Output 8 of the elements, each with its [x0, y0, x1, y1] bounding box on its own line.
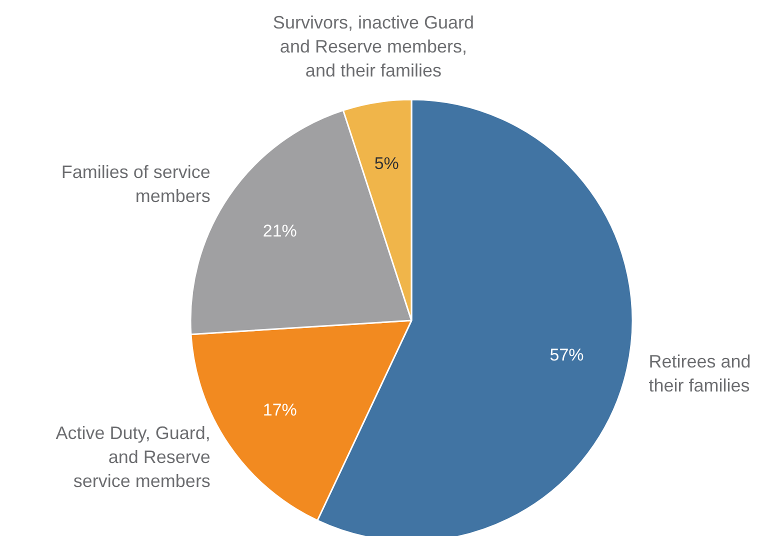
slice-label: Retirees and their families [648, 352, 751, 396]
slice-label: Active Duty, Guard, and Reserve service members [56, 423, 210, 492]
slice-label: Families of service members [61, 162, 210, 206]
slice-label: Survivors, inactive Guard and Reserve members, and their families [272, 12, 474, 80]
data-label: 57% [550, 346, 584, 365]
data-label: 21% [262, 222, 297, 241]
data-label: 5% [374, 154, 399, 173]
data-label: 17% [262, 400, 297, 420]
